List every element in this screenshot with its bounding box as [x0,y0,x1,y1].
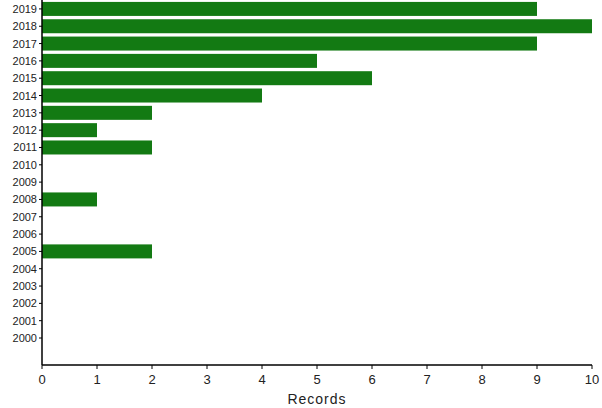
y-tick-label: 2015 [13,72,37,84]
y-tick-label: 2013 [13,107,37,119]
x-tick-label: 10 [585,372,599,387]
x-tick [372,365,373,369]
y-tick-label: 2007 [13,211,37,223]
x-tick-label: 2 [148,372,155,387]
y-tick-label: 2001 [13,315,37,327]
x-tick [317,365,318,369]
y-tick [39,112,42,113]
y-tick [39,130,42,131]
x-tick [152,365,153,369]
y-tick [39,60,42,61]
bars [42,2,592,258]
x-tick-label: 4 [258,372,265,387]
y-tick [39,164,42,165]
y-tick-label: 2011 [13,141,37,153]
y-tick-label: 2019 [13,3,37,15]
bar [42,89,262,103]
y-tick [39,43,42,44]
x-tick-label: 3 [203,372,210,387]
y-tick-label: 2010 [13,159,37,171]
bar [42,106,152,120]
y-tick [39,8,42,9]
y-tick-label: 2002 [13,297,37,309]
x-tick [262,365,263,369]
y-tick-label: 2014 [13,90,37,102]
y-tick [39,26,42,27]
y-tick-label: 2004 [13,263,37,275]
y-tick-label: 2012 [13,124,37,136]
bar [42,192,97,206]
y-tick [39,338,42,339]
chart-root: 0 1 2 3 4 5 6 7 8 9 10 2000 2001 2002 2003 2004 2005 2006… [0,0,602,408]
bar [42,140,152,154]
y-tick-label: 2016 [13,55,37,67]
y-tick [39,95,42,96]
bar [42,54,317,68]
y-tick [39,199,42,200]
y-tick [39,216,42,217]
x-tick [42,365,43,369]
x-tick [537,365,538,369]
y-tick [39,320,42,321]
x-tick-label: 5 [313,372,320,387]
x-tick [482,365,483,369]
x-tick-label: 1 [93,372,100,387]
y-tick-label: 2000 [13,332,37,344]
x-tick [427,365,428,369]
y-tick [39,78,42,79]
y-tick-label: 2006 [13,228,37,240]
bar [42,71,372,85]
bar [42,19,592,33]
bar [42,244,152,258]
x-tick [207,365,208,369]
y-tick [39,303,42,304]
x-tick-label: 6 [368,372,375,387]
x-tick-label: 9 [533,372,540,387]
y-tick-label: 2003 [13,280,37,292]
bar [42,2,537,16]
y-tick-label: 2018 [13,20,37,32]
x-tick-label: 7 [423,372,430,387]
x-axis-title: Records [287,391,346,407]
x-tick-label: 0 [38,372,45,387]
chart: 0 1 2 3 4 5 6 7 8 9 10 2000 2001 2002 2003 2004 2005 2006… [0,0,602,408]
y-tick [39,286,42,287]
bar [42,123,97,137]
x-tick-label: 8 [478,372,485,387]
bar [42,37,537,51]
y-tick [39,234,42,235]
y-tick [39,182,42,183]
x-tick [97,365,98,369]
y-tick [39,147,42,148]
y-tick-label: 2008 [13,193,37,205]
x-tick [592,365,593,369]
y-tick-label: 2005 [13,245,37,257]
y-tick [39,268,42,269]
y-tick-label: 2017 [13,38,37,50]
y-tick [39,251,42,252]
y-tick-label: 2009 [13,176,37,188]
